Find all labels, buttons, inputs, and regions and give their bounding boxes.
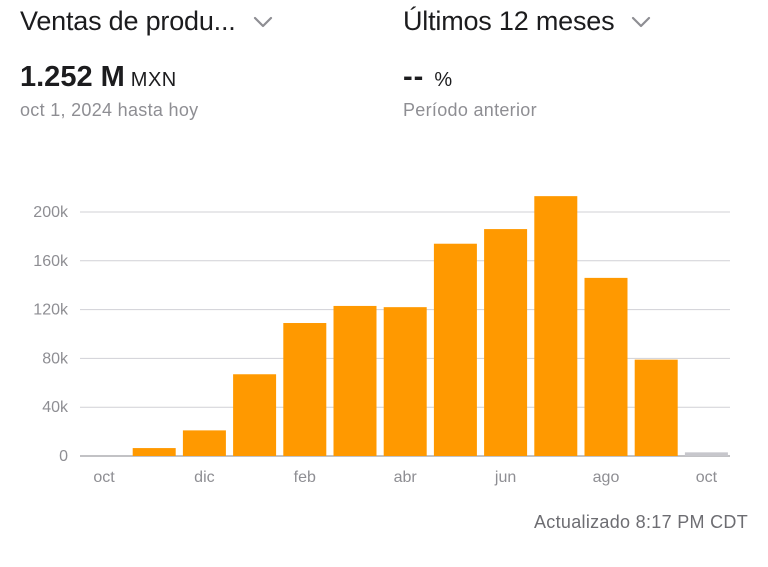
last-updated-label: Actualizado 8:17 PM CDT: [534, 512, 748, 532]
y-tick-label: 120k: [33, 302, 69, 319]
change-percent: --: [403, 61, 425, 93]
x-tick-label: ago: [593, 469, 620, 486]
bar-ene-3[interactable]: [233, 374, 277, 456]
chart-bars: [132, 196, 728, 456]
x-axis-labels: oct dic feb abr jun ago oct: [93, 469, 717, 486]
bar-jul-9[interactable]: [534, 196, 578, 456]
bar-jun-8[interactable]: [484, 229, 528, 456]
period-selector-label: Últimos 12 meses: [403, 6, 615, 36]
x-tick-label: jun: [494, 469, 516, 486]
metric-selector-label: Ventas de produ...: [20, 6, 236, 36]
bar-sep-11[interactable]: [634, 359, 678, 456]
bar-dic-2[interactable]: [182, 430, 226, 456]
bar-abr-6[interactable]: [383, 307, 427, 456]
period-selector[interactable]: Últimos 12 meses: [403, 6, 652, 37]
metric-selector[interactable]: Ventas de produ...: [20, 6, 274, 37]
y-axis-labels: 0 40k 80k 120k 160k 200k: [33, 204, 69, 465]
currency-unit: MXN: [130, 69, 177, 91]
comparison-period-label: Período anterior: [403, 100, 537, 120]
change-value: --%: [403, 61, 453, 94]
x-tick-label: oct: [696, 469, 718, 486]
chevron-down-icon: [632, 16, 651, 27]
bar-ago-10[interactable]: [584, 277, 628, 456]
date-range-label: oct 1, 2024 hasta hoy: [20, 100, 199, 120]
y-tick-label: 160k: [33, 253, 69, 270]
x-tick-label: oct: [93, 469, 115, 486]
total-sales-amount: 1.252 M: [20, 61, 125, 93]
bar-may-7[interactable]: [433, 243, 477, 456]
percent-unit: %: [434, 69, 453, 91]
bar-oct-12[interactable]: [684, 452, 728, 456]
bar-nov-1[interactable]: [132, 448, 176, 456]
x-tick-label: abr: [394, 469, 418, 486]
bar-mar-5[interactable]: [333, 305, 377, 456]
total-sales-value: 1.252 M MXN: [20, 61, 177, 94]
x-tick-label: dic: [194, 469, 214, 486]
bar-feb-4[interactable]: [283, 323, 327, 456]
y-tick-label: 80k: [42, 350, 69, 367]
y-tick-label: 40k: [42, 399, 69, 416]
chevron-down-icon: [253, 16, 272, 27]
y-tick-label: 200k: [33, 204, 69, 221]
x-tick-label: feb: [294, 469, 316, 486]
y-tick-label: 0: [59, 448, 68, 465]
